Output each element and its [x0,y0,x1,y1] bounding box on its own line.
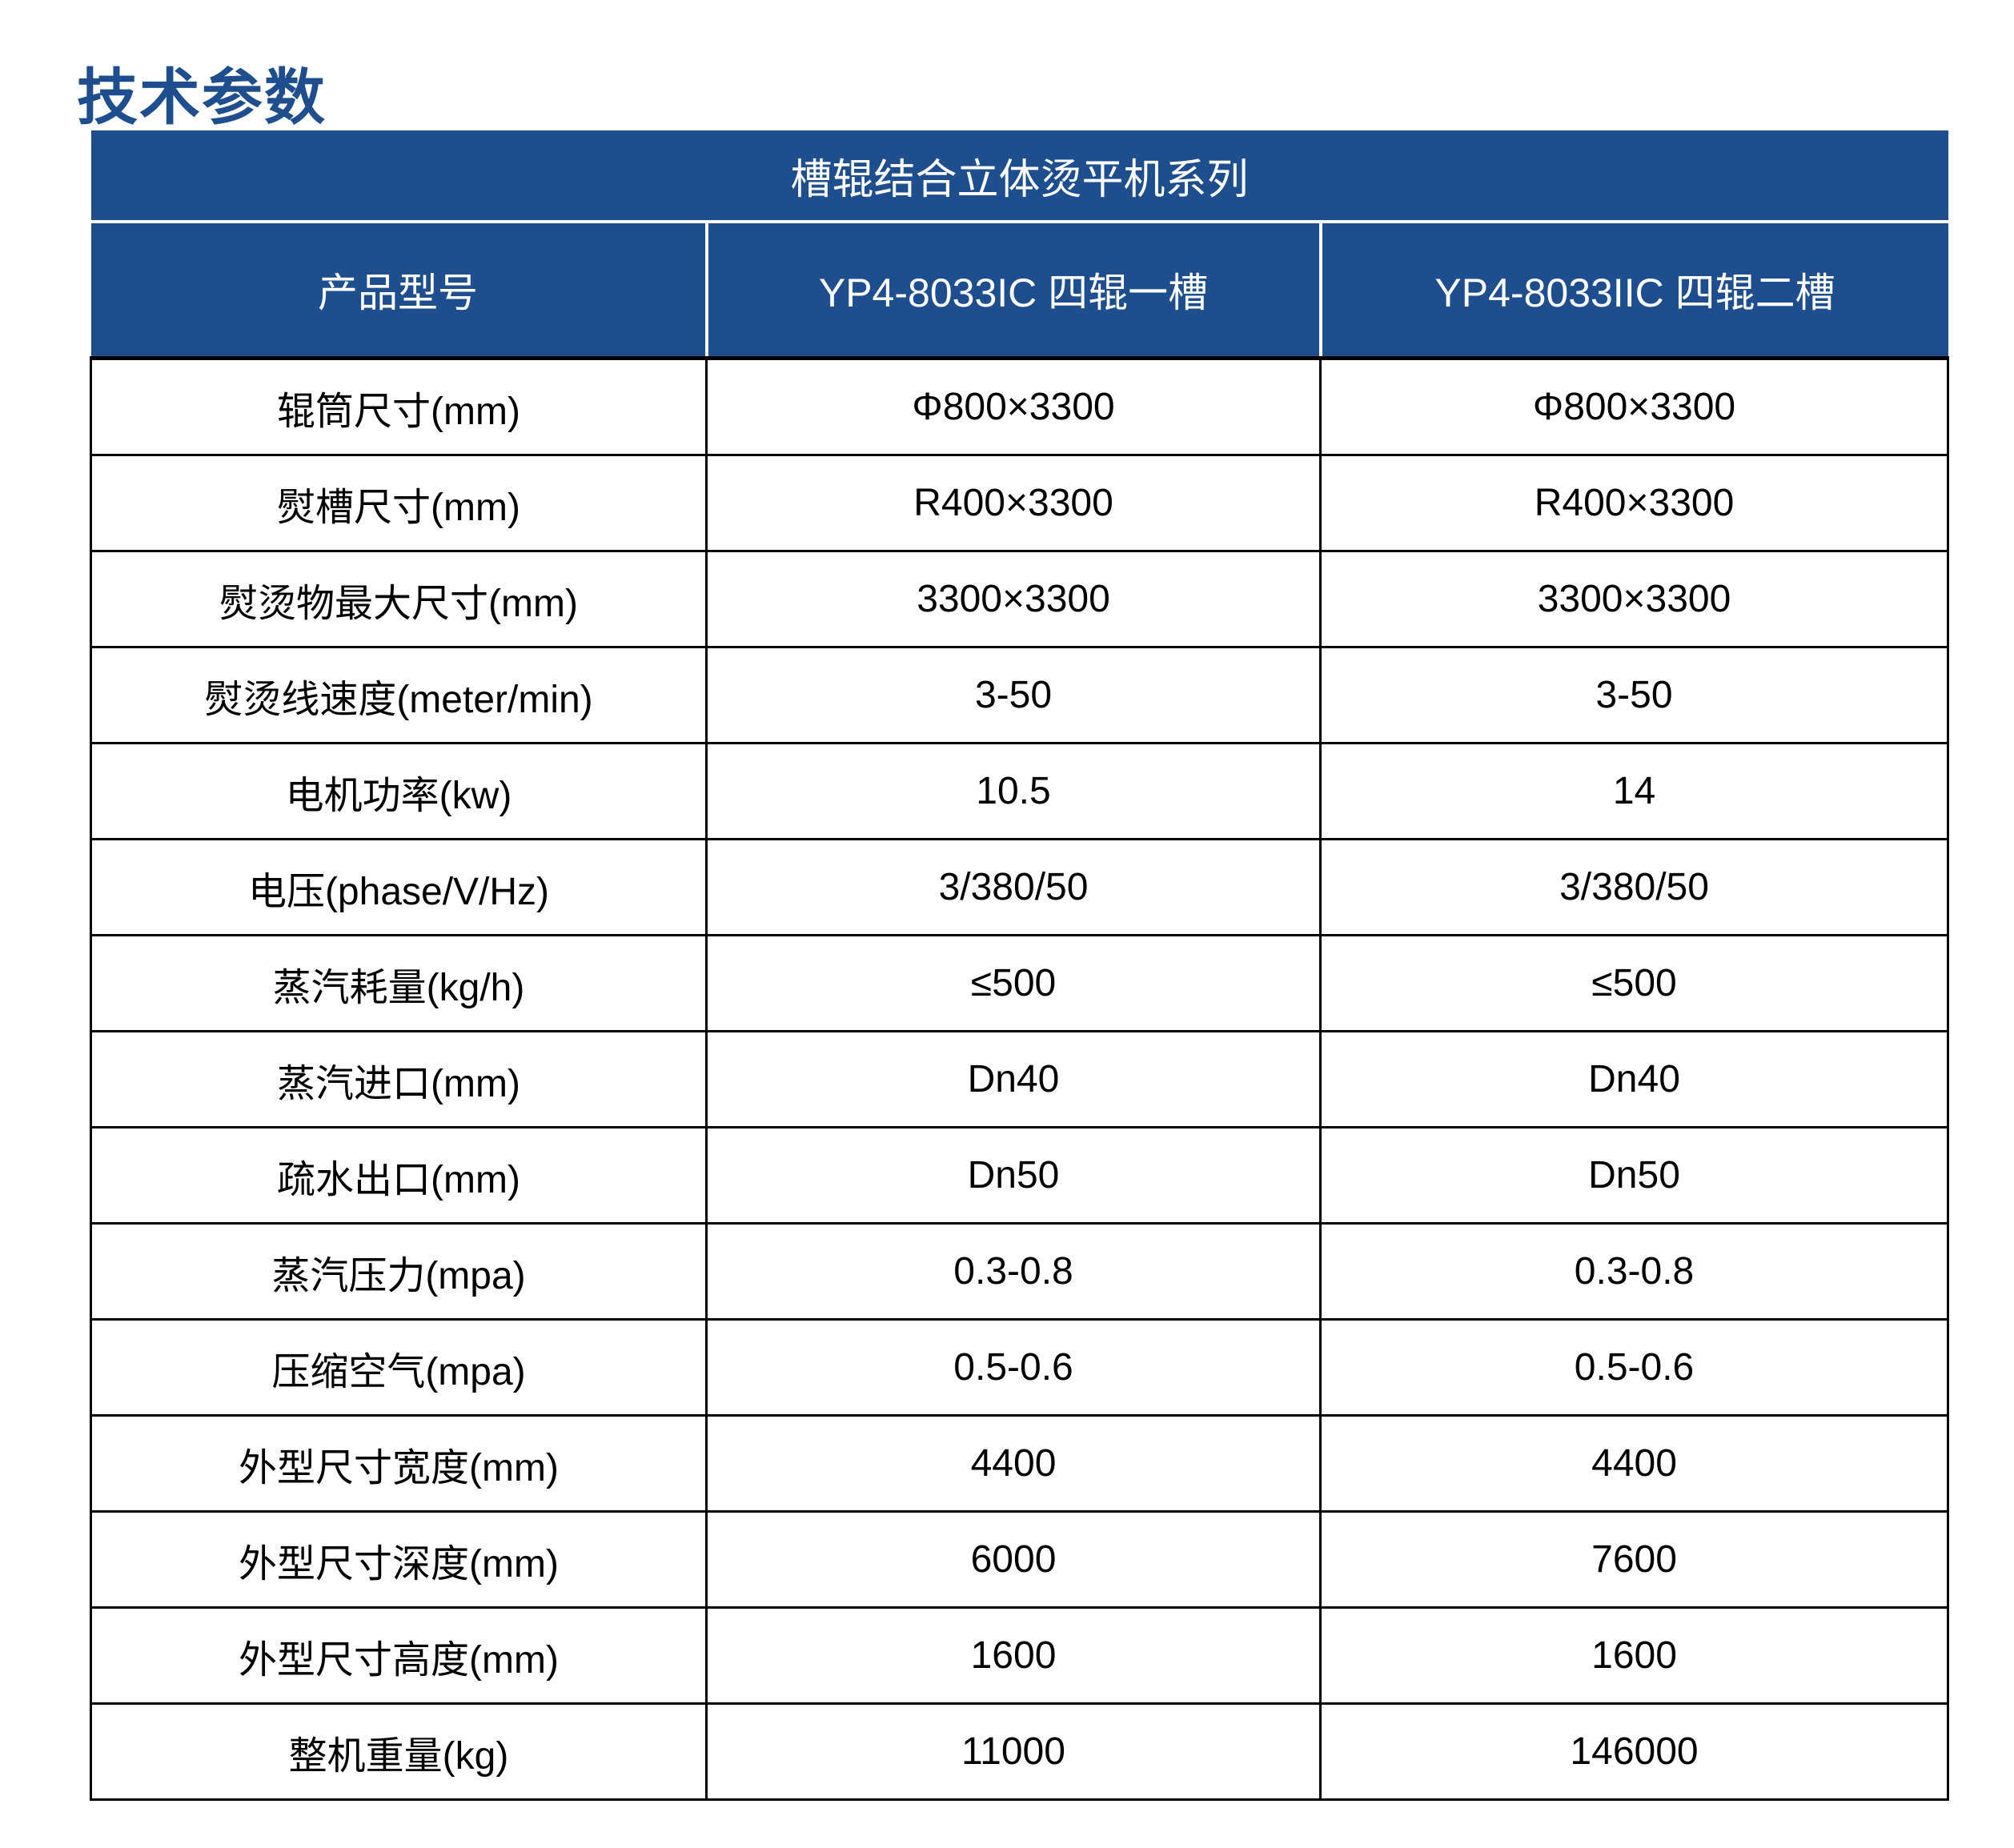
value-cell: 3/380/50 [1318,838,1950,936]
spec-table-header: 槽辊结合立体烫平机系列 产品型号 YP4-8033IC 四辊一槽 YP4-803… [90,130,1948,359]
row-label: 蒸汽压力(mpa) [90,1222,708,1321]
value-cell: 0.5-0.6 [1318,1318,1950,1417]
row-label: 蒸汽进口(mm) [90,1030,708,1128]
value-cell: 11000 [705,1702,1322,1801]
spec-table: 槽辊结合立体烫平机系列 产品型号 YP4-8033IC 四辊一槽 YP4-803… [90,130,1950,1801]
table-row: 外型尺寸高度(mm) 1600 1600 [90,1606,1950,1705]
table-row: 熨烫线速度(meter/min) 3-50 3-50 [90,646,1950,744]
column-header-model: 产品型号 [90,220,707,359]
table-row: 疏水出口(mm) Dn50 Dn50 [90,1126,1950,1225]
value-cell: Dn50 [1318,1126,1950,1225]
table-row: 蒸汽压力(mpa) 0.3-0.8 0.3-0.8 [90,1222,1950,1321]
row-label: 压缩空气(mpa) [90,1318,708,1417]
value-cell: R400×3300 [1318,454,1950,552]
value-cell: ≤500 [705,934,1322,1032]
table-row: 熨烫物最大尺寸(mm) 3300×3300 3300×3300 [90,550,1950,648]
value-cell: 1600 [705,1606,1322,1705]
table-row: 蒸汽耗量(kg/h) ≤500 ≤500 [90,934,1950,1032]
table-row: 电机功率(kw) 10.5 14 [90,742,1950,840]
value-cell: 3-50 [705,646,1322,744]
row-label: 辊筒尺寸(mm) [90,356,708,456]
table-row: 压缩空气(mpa) 0.5-0.6 0.5-0.6 [90,1318,1950,1417]
value-cell: 0.5-0.6 [705,1318,1322,1417]
table-row: 外型尺寸宽度(mm) 4400 4400 [90,1414,1950,1513]
value-cell: 7600 [1318,1510,1950,1609]
table-row: 整机重量(kg) 11000 146000 [90,1702,1950,1801]
row-label: 疏水出口(mm) [90,1126,708,1225]
value-cell: 0.3-0.8 [1318,1222,1950,1321]
column-header-variant-2: YP4-8033IIC 四辊二槽 [1318,220,1948,359]
table-row: 熨槽尺寸(mm) R400×3300 R400×3300 [90,454,1950,552]
row-label: 蒸汽耗量(kg/h) [90,934,708,1032]
value-cell: 6000 [705,1510,1322,1609]
value-cell: Dn40 [705,1030,1322,1128]
value-cell: 3/380/50 [705,838,1322,936]
row-label: 电机功率(kw) [90,742,708,840]
table-row: 蒸汽进口(mm) Dn40 Dn40 [90,1030,1950,1128]
table-row: 电压(phase/V/Hz) 3/380/50 3/380/50 [90,838,1950,936]
value-cell: 146000 [1318,1702,1950,1801]
row-label: 电压(phase/V/Hz) [90,838,708,936]
value-cell: Dn50 [705,1126,1322,1225]
value-cell: 0.3-0.8 [705,1222,1322,1321]
value-cell: Φ800×3300 [1318,356,1950,456]
spec-table-body: 辊筒尺寸(mm) Φ800×3300 Φ800×3300 熨槽尺寸(mm) R4… [90,356,1950,1801]
row-label: 整机重量(kg) [90,1702,708,1801]
value-cell: 3300×3300 [705,550,1322,648]
value-cell: Dn40 [1318,1030,1950,1128]
value-cell: 4400 [705,1414,1322,1513]
row-label: 熨槽尺寸(mm) [90,454,708,552]
value-cell: ≤500 [1318,934,1950,1032]
row-label: 熨烫物最大尺寸(mm) [90,550,708,648]
row-label: 外型尺寸宽度(mm) [90,1414,708,1513]
value-cell: 4400 [1318,1414,1950,1513]
value-cell: R400×3300 [705,454,1322,552]
page-title: 技术参数 [77,63,327,132]
series-title: 槽辊结合立体烫平机系列 [90,130,1948,222]
value-cell: 1600 [1318,1606,1950,1705]
table-row: 外型尺寸深度(mm) 6000 7600 [90,1510,1950,1609]
table-row: 辊筒尺寸(mm) Φ800×3300 Φ800×3300 [90,356,1950,456]
row-label: 熨烫线速度(meter/min) [90,646,708,744]
column-header-row: 产品型号 YP4-8033IC 四辊一槽 YP4-8033IIC 四辊二槽 [90,220,1948,359]
value-cell: 3-50 [1318,646,1950,744]
value-cell: Φ800×3300 [705,356,1322,456]
column-header-variant-1: YP4-8033IC 四辊一槽 [704,220,1321,359]
value-cell: 3300×3300 [1318,550,1950,648]
series-header-row: 槽辊结合立体烫平机系列 [90,130,1948,222]
value-cell: 14 [1318,742,1950,840]
row-label: 外型尺寸高度(mm) [90,1606,708,1705]
row-label: 外型尺寸深度(mm) [90,1510,708,1609]
value-cell: 10.5 [705,742,1322,840]
